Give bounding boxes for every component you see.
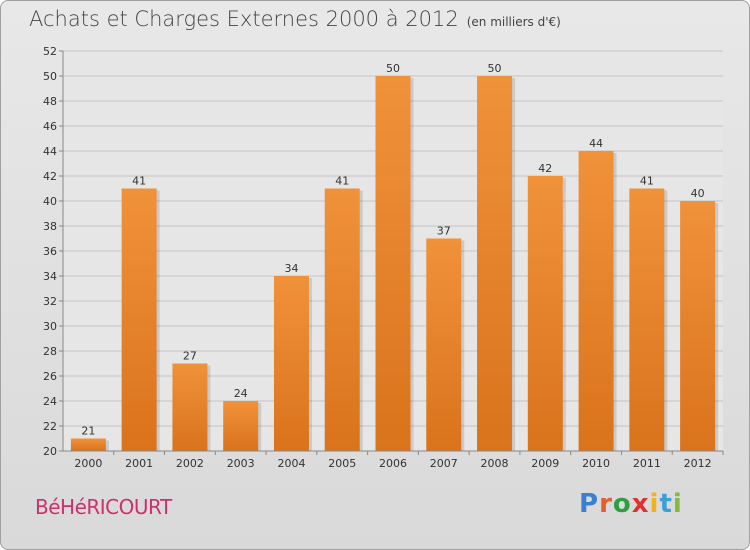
y-tick-label: 32 xyxy=(43,295,57,308)
y-tick-label: 24 xyxy=(43,395,57,408)
bar xyxy=(172,363,208,451)
y-tick-label: 38 xyxy=(43,220,57,233)
y-tick-label: 20 xyxy=(43,445,57,458)
bar xyxy=(375,76,411,451)
y-tick-label: 48 xyxy=(43,95,57,108)
logo-letter: r xyxy=(599,489,613,519)
y-tick-label: 26 xyxy=(43,370,57,383)
chart-title: Achats et Charges Externes 2000 à 2012 (e… xyxy=(29,7,561,31)
y-tick-label: 36 xyxy=(43,245,57,258)
data-label: 41 xyxy=(132,175,146,188)
x-tick-label: 2006 xyxy=(379,457,407,470)
data-label: 50 xyxy=(386,62,400,75)
y-tick-label: 28 xyxy=(43,345,57,358)
x-tick-label: 2000 xyxy=(74,457,102,470)
y-tick-label: 46 xyxy=(43,120,57,133)
data-label: 41 xyxy=(640,175,654,188)
data-label: 44 xyxy=(589,137,603,150)
x-tick-label: 2005 xyxy=(328,457,356,470)
x-tick-label: 2008 xyxy=(481,457,509,470)
data-label: 27 xyxy=(183,350,197,363)
y-tick-label: 50 xyxy=(43,70,57,83)
bar xyxy=(629,188,665,451)
y-tick-label: 44 xyxy=(43,145,57,158)
proxiti-logo: Proxiti xyxy=(579,489,683,519)
x-tick-label: 2003 xyxy=(227,457,255,470)
data-label: 37 xyxy=(437,225,451,238)
bar xyxy=(426,238,462,451)
data-label: 24 xyxy=(234,387,248,400)
data-label: 41 xyxy=(335,175,349,188)
x-tick-label: 2002 xyxy=(176,457,204,470)
commune-name: BéHéRICOURT xyxy=(35,495,172,519)
x-tick-label: 2010 xyxy=(582,457,610,470)
bar xyxy=(70,438,106,451)
bar xyxy=(324,188,360,451)
bar xyxy=(223,401,259,451)
bar xyxy=(273,276,309,451)
logo-letter: P xyxy=(579,489,600,519)
y-tick-label: 52 xyxy=(43,45,57,58)
y-tick-label: 30 xyxy=(43,320,57,333)
logo-letter: o xyxy=(612,489,632,519)
x-tick-label: 2009 xyxy=(531,457,559,470)
data-label: 42 xyxy=(538,162,552,175)
logo-letter: i xyxy=(672,489,683,519)
logo-letter: t xyxy=(659,489,673,519)
bar xyxy=(527,176,563,451)
axes: 20 22 24 26 28 30 32 34 36 38 40 42 44 46 48 50 52 2000 20… xyxy=(43,45,724,470)
x-tick-label: 2001 xyxy=(125,457,153,470)
bar xyxy=(121,188,157,451)
y-tick-label: 34 xyxy=(43,270,57,283)
y-tick-label: 40 xyxy=(43,195,57,208)
bar xyxy=(477,76,513,451)
title-main: Achats et Charges Externes 2000 à 2012 xyxy=(29,7,459,31)
bars: 21 41 27 24 34 41 50 37 50 42 44 41 40 xyxy=(70,62,719,451)
logo-letter: i xyxy=(649,489,660,519)
x-tick-label: 2011 xyxy=(633,457,661,470)
data-label: 21 xyxy=(81,425,95,438)
title-unit: (en milliers d'€) xyxy=(466,15,561,29)
data-label: 34 xyxy=(284,262,298,275)
x-tick-label: 2007 xyxy=(430,457,458,470)
data-label: 40 xyxy=(691,187,705,200)
bar xyxy=(578,151,614,451)
x-tick-label: 2012 xyxy=(684,457,712,470)
data-label: 50 xyxy=(488,62,502,75)
bar xyxy=(680,201,716,451)
logo-letter: x xyxy=(631,489,650,519)
x-tick-label: 2004 xyxy=(277,457,305,470)
y-tick-label: 42 xyxy=(43,170,57,183)
y-tick-label: 22 xyxy=(43,420,57,433)
